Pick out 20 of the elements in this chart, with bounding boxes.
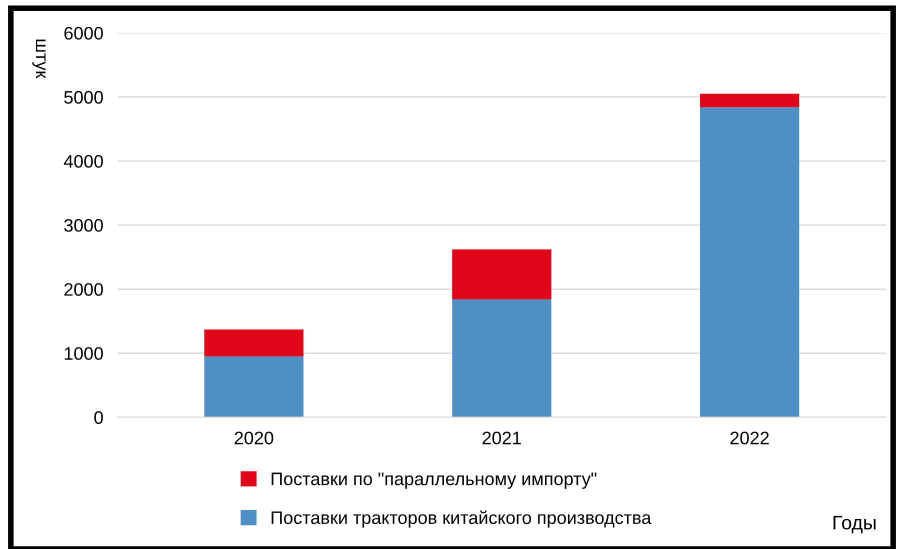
x-tick-label: 2021 <box>482 432 521 444</box>
y-tick-label: 6000 <box>64 26 103 40</box>
bar <box>700 107 800 418</box>
x-axis-title: Годы <box>834 516 876 534</box>
legend-label: Поставки тракторов китайского производства <box>272 510 652 528</box>
x-tick-label: 2020 <box>234 432 274 444</box>
legend-label: Поставки по "параллельному импорту" <box>272 472 596 489</box>
y-tick-label: 3000 <box>64 219 103 232</box>
bar <box>452 249 552 300</box>
bar <box>204 329 304 356</box>
y-tick-label: 4000 <box>64 154 103 168</box>
bar <box>452 299 552 418</box>
y-tick-label: 5000 <box>64 90 103 104</box>
x-tick-label: 2022 <box>730 432 769 444</box>
bar <box>204 356 304 418</box>
y-tick-label: 0 <box>94 411 103 424</box>
bar <box>700 94 800 108</box>
y-tick-label: 2000 <box>64 283 103 296</box>
y-tick-label: 1000 <box>64 347 103 360</box>
y-axis-title: штук <box>32 40 46 78</box>
